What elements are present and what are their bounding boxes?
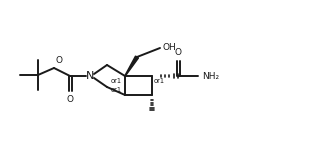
Text: O: O (55, 56, 62, 65)
Text: O: O (66, 95, 73, 104)
Text: OH: OH (162, 43, 176, 52)
Text: or1: or1 (111, 78, 122, 84)
Text: NH₂: NH₂ (202, 72, 219, 80)
Polygon shape (125, 56, 139, 76)
Text: O: O (174, 48, 181, 57)
Text: or1: or1 (111, 87, 122, 93)
Text: or1: or1 (154, 78, 165, 84)
Text: N: N (86, 71, 94, 81)
